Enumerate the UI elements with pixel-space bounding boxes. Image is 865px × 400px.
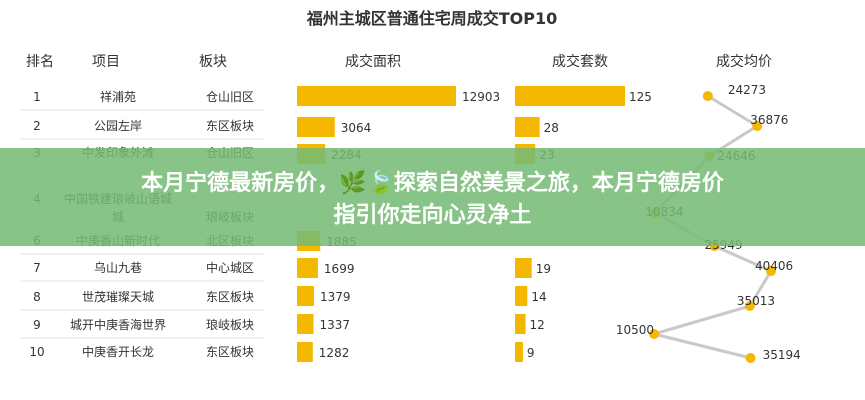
rank-label: 7 [33,261,41,275]
units-bar [515,86,625,106]
district-name: 仓山旧区 [206,90,254,104]
area-value-label: 1699 [324,262,355,276]
project-name: 城开中庚香海世界 [70,317,166,332]
price-point [745,353,756,363]
units-bar [515,258,532,278]
price-value-label: 35013 [737,294,775,308]
price-value-label: 40406 [755,259,793,273]
area-bar [297,314,314,334]
area-value-label: 12903 [462,90,500,104]
project-name: 祥浦苑 [100,90,136,104]
price-point [702,91,713,101]
column-header: 成交面积 [345,53,401,70]
units-bar [515,286,528,306]
units-value-label: 28 [544,121,559,135]
column-header: 成交均价 [716,53,772,70]
district-name: 琅岐板块 [206,317,254,332]
price-value-label: 24273 [728,83,766,97]
price-point [744,301,755,311]
units-bar [515,117,540,137]
chart-title: 福州主城区普通住宅周成交TOP10 [306,9,558,28]
units-value-label: 19 [536,262,551,276]
area-bar [297,258,318,278]
area-bar [297,86,456,106]
district-name: 东区板块 [206,345,254,359]
price-value-label: 36876 [750,113,788,127]
area-bar [297,286,314,306]
area-value-label: 3064 [341,121,372,135]
rank-label: 2 [33,119,41,133]
units-bar [515,342,523,362]
column-header: 项目 [92,54,120,70]
project-name: 公园左岸 [94,118,142,133]
project-name: 世茂璀璨天城 [82,289,154,304]
column-header: 成交套数 [552,53,608,70]
rank-label: 10 [29,345,44,359]
units-bar [515,314,526,334]
project-name: 中庚香开长龙 [82,344,154,359]
price-value-label: 35194 [763,348,801,362]
banner-title-line-2: 指引你走向心灵净土 [333,203,532,228]
area-bar [297,342,313,362]
rank-label: 8 [33,290,41,304]
district-name: 东区板块 [206,119,254,133]
price-point [766,266,776,276]
district-name: 东区板块 [206,290,254,304]
area-value-label: 1282 [319,346,350,360]
price-point [752,121,763,131]
price-value-label: 10500 [616,323,654,337]
banner-title-line-1: 本月宁德最新房价，🌿🍃探索自然美景之旅，本月宁德房价 [141,171,724,196]
column-header: 排名 [26,54,54,70]
column-header: 板块 [199,54,227,70]
units-value-label: 14 [531,290,546,304]
units-value-label: 12 [530,318,545,332]
area-value-label: 1379 [320,290,351,304]
district-name: 中心城区 [206,260,254,275]
rank-label: 1 [33,90,41,104]
title-banner: 本月宁德最新房价，🌿🍃探索自然美景之旅，本月宁德房价 指引你走向心灵净土 [0,148,865,246]
rank-label: 9 [33,318,41,332]
price-point [649,329,659,339]
units-value-label: 125 [629,90,652,104]
area-bar [297,117,335,137]
project-name: 乌山九巷 [94,260,142,275]
units-value-label: 9 [527,346,535,360]
area-value-label: 1337 [319,318,350,332]
